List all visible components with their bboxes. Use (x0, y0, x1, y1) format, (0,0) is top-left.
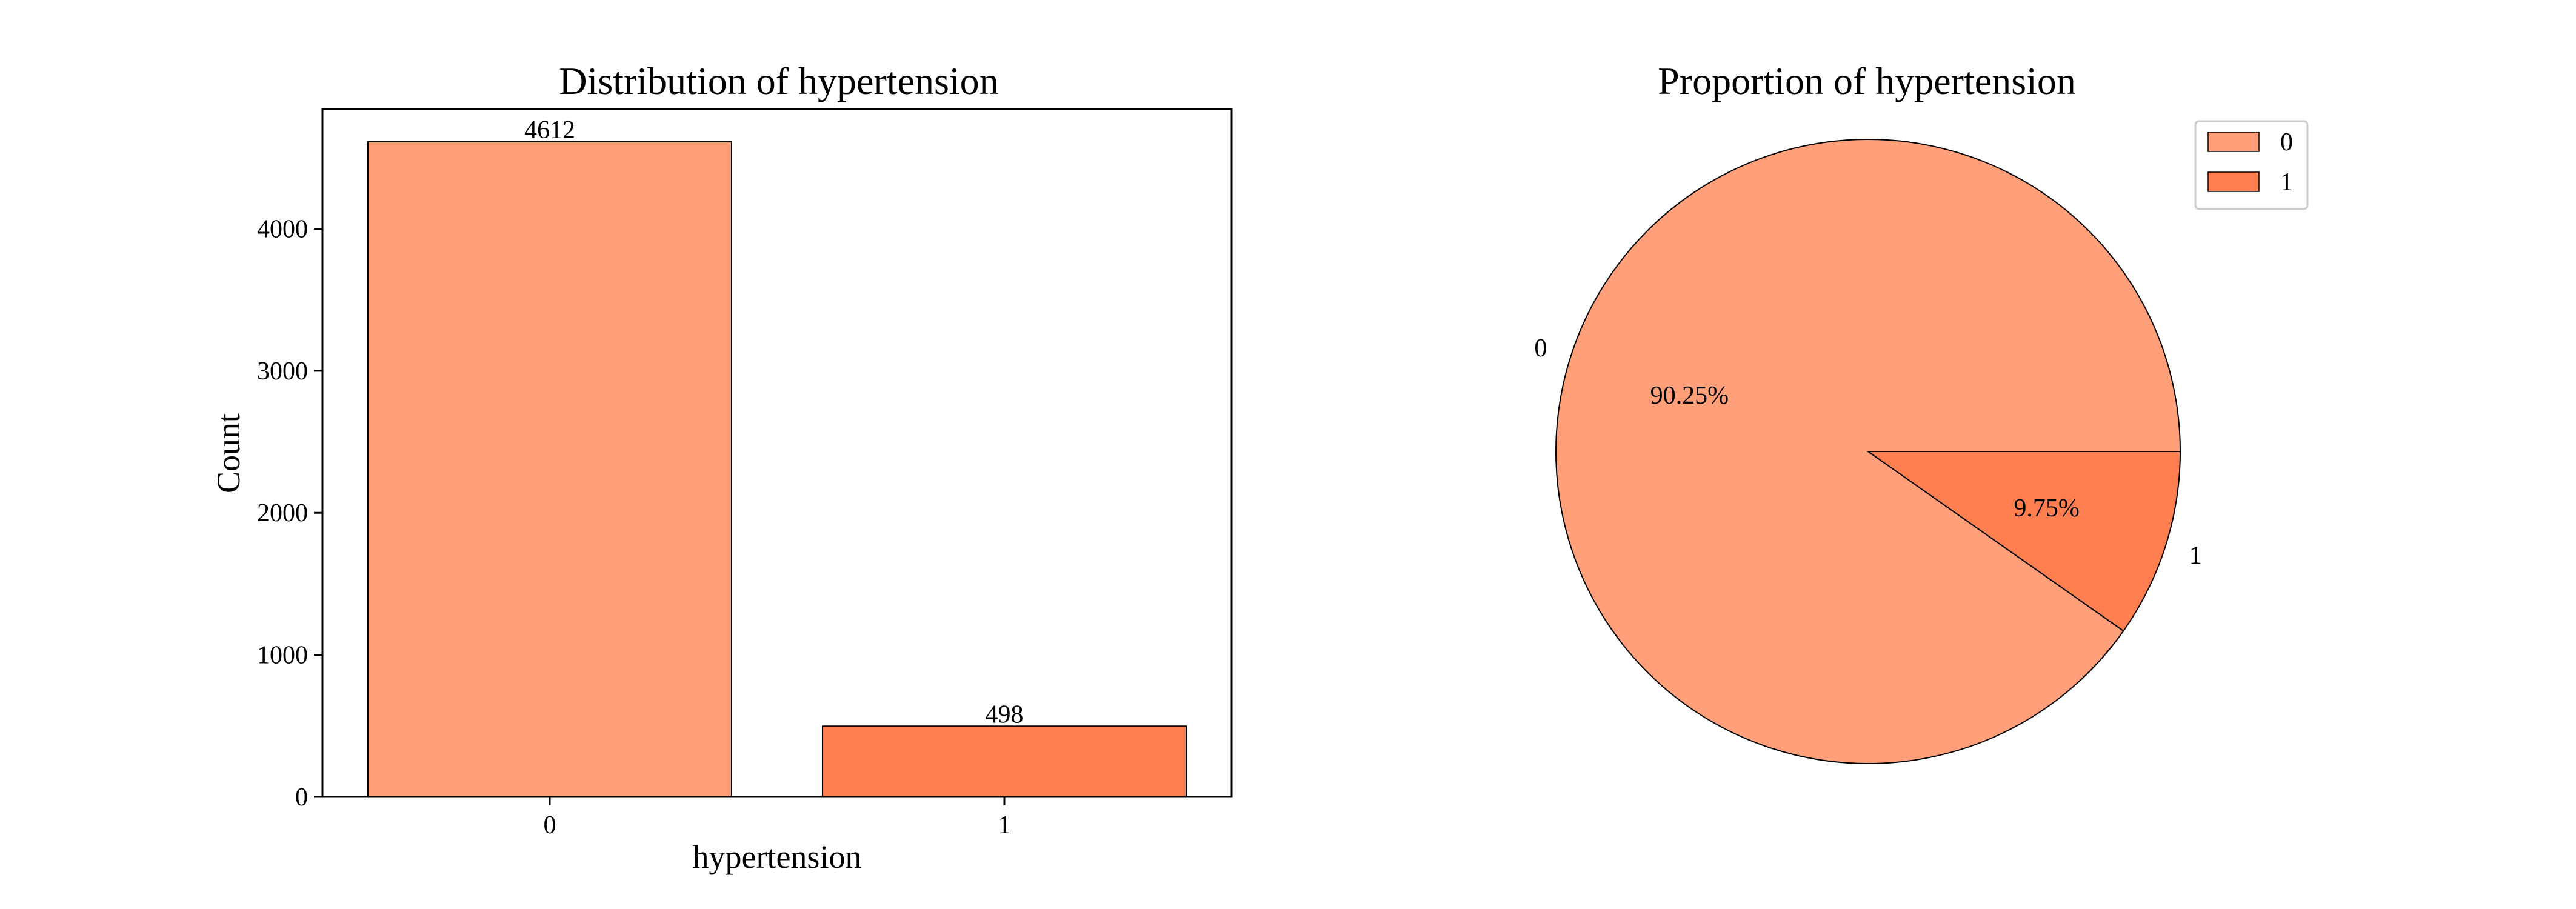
pie-pct-label-1: 9.75% (2014, 494, 2080, 522)
pie-category-label-1: 1 (2189, 542, 2202, 570)
bar-chart-title: Distribution of hypertension (559, 59, 998, 102)
x-tick-label: 1 (998, 811, 1011, 839)
bar-data-labels: 4612 498 (524, 116, 1024, 728)
bar-series (367, 141, 1187, 798)
pie-labels: 90.25% 0 9.75% 1 (1534, 335, 2201, 570)
y-tick-label: 2000 (257, 499, 308, 527)
y-tick-label: 4000 (257, 215, 308, 243)
bar-1 (822, 725, 1187, 798)
pie-pct-label-0: 90.25% (1650, 382, 1729, 410)
legend-swatch-0 (2207, 132, 2260, 152)
y-axis-label: Count (210, 413, 247, 493)
legend-label-1: 1 (2280, 168, 2293, 196)
y-tick-label: 1000 (257, 642, 308, 670)
legend-label-0: 0 (2280, 128, 2293, 156)
pie-slice-1 (1866, 451, 2181, 632)
pie-chart: Proportion of hypertension 90.25% 0 9.75% 1… (1534, 59, 2309, 764)
bar-plot-frame (321, 108, 1233, 798)
x-tick-label: 0 (544, 811, 556, 839)
pie-slice-0 (1555, 139, 2181, 764)
bar-value-label-1: 498 (986, 701, 1024, 728)
bar-0 (367, 141, 732, 798)
legend-swatch-1 (2207, 171, 2260, 192)
pie-chart-title: Proportion of hypertension (1658, 59, 2076, 102)
pie-category-label-0: 0 (1534, 335, 1547, 362)
pie-legend: 0 1 (2194, 120, 2309, 210)
pie-slices (1555, 139, 2181, 764)
bar-value-label-0: 4612 (524, 116, 575, 144)
x-axis-label: hypertension (693, 839, 862, 875)
y-tick-label: 0 (295, 784, 308, 811)
y-tick-label: 3000 (257, 358, 308, 385)
y-axis-ticks: 0 1000 2000 3000 4000 (257, 215, 322, 811)
